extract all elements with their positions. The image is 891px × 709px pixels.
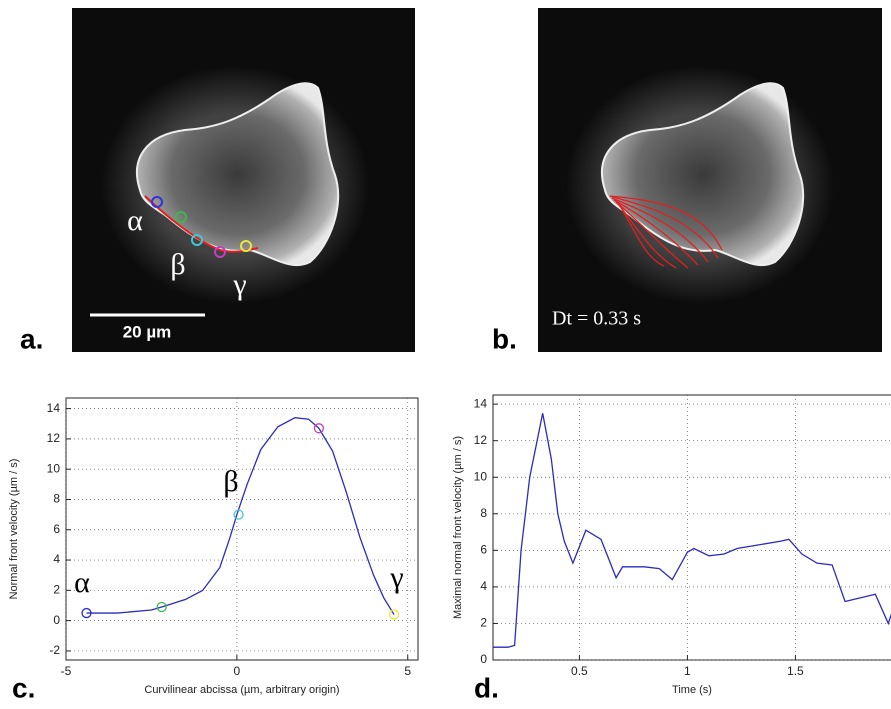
panel-label: a.	[20, 323, 43, 354]
y-tick-label: 8	[480, 506, 487, 520]
scale-bar-label: 20 µm	[123, 322, 172, 341]
y-tick-label: -2	[49, 643, 60, 657]
y-tick-label: 6	[53, 522, 60, 536]
annotation-beta: β	[170, 248, 185, 281]
y-tick-label: 10	[474, 469, 488, 483]
x-tick-label: 0.5	[571, 664, 588, 678]
time-step-label: Dt = 0.33 s	[552, 308, 641, 330]
panel-label: c.	[12, 672, 35, 703]
plot-clip	[493, 413, 891, 648]
y-tick-label: 0	[480, 652, 487, 666]
x-tick-label: 5	[404, 664, 411, 678]
annotation: β	[223, 465, 238, 498]
data-line	[493, 413, 891, 648]
data-line	[86, 417, 395, 615]
data-marker	[388, 609, 400, 620]
x-tick-label: 1.5	[787, 664, 804, 678]
y-tick-label: 14	[47, 401, 61, 415]
data-marker	[313, 423, 325, 434]
y-tick-label: 2	[53, 583, 60, 597]
plot-area	[492, 394, 891, 661]
data-marker	[81, 607, 92, 619]
annotation-alpha: α	[127, 204, 143, 237]
y-tick-label: 12	[47, 431, 61, 445]
x-axis-label: Curvilinear abcissa (µm, arbitrary origi…	[144, 684, 339, 696]
data-marker	[156, 601, 167, 613]
y-tick-label: 14	[474, 396, 488, 410]
x-axis-label: Time (s)	[672, 684, 712, 696]
y-tick-label: 8	[53, 492, 60, 506]
data-marker	[233, 509, 244, 520]
y-tick-label: 2	[480, 616, 487, 630]
plot-area	[65, 397, 419, 661]
y-tick-label: 4	[53, 552, 60, 566]
panel-label: d.	[474, 672, 499, 703]
y-tick-label: 12	[474, 433, 488, 447]
x-tick-label: 1	[684, 664, 691, 678]
y-tick-label: 6	[480, 543, 487, 557]
annotation-gamma: γ	[232, 268, 246, 301]
y-axis-label: Maximal normal front velocity (µm / s)	[452, 436, 464, 619]
annotation: γ	[389, 561, 403, 594]
y-tick-label: 10	[47, 461, 61, 475]
annotation: α	[74, 566, 90, 599]
y-tick-label: 4	[480, 579, 487, 593]
y-tick-label: 0	[53, 613, 60, 627]
micrograph-a	[72, 8, 415, 352]
micrograph-b	[538, 8, 882, 352]
panel-label: b.	[492, 323, 517, 354]
x-tick-label: -5	[61, 664, 72, 678]
plot-clip	[86, 417, 395, 615]
y-axis-label: Normal front velocity (µm / s)	[8, 459, 20, 600]
x-tick-label: 0	[234, 664, 241, 678]
